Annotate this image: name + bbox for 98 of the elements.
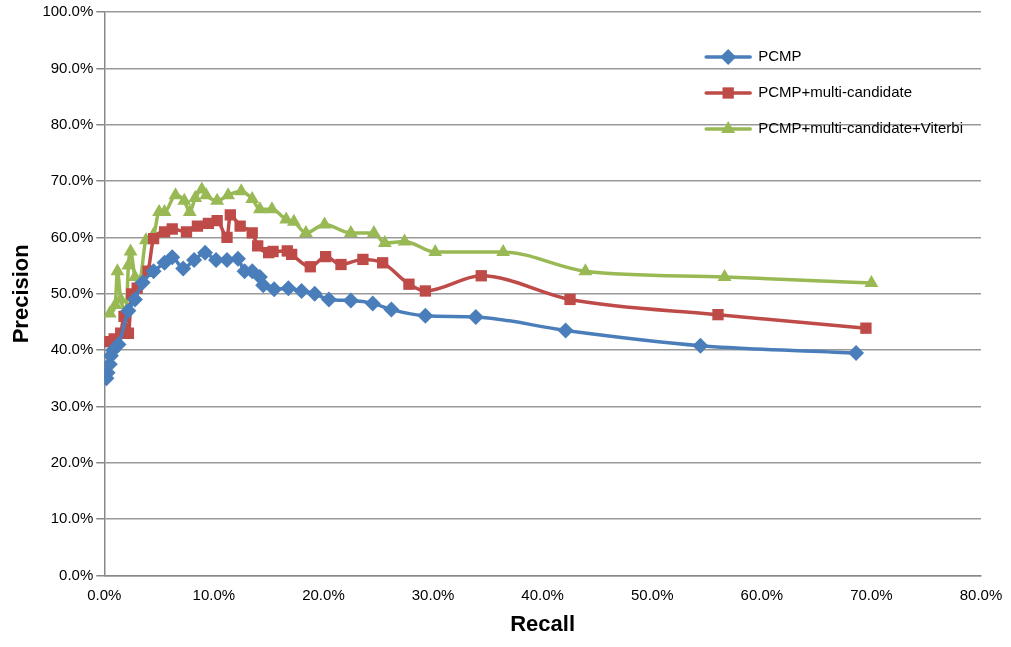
point xyxy=(120,302,137,319)
point xyxy=(557,322,574,339)
point xyxy=(145,263,162,280)
point xyxy=(298,224,313,237)
point xyxy=(104,305,117,318)
y-tick-label: 80.0% xyxy=(50,114,94,132)
point xyxy=(168,187,183,200)
point xyxy=(134,274,151,291)
point xyxy=(197,244,214,261)
point xyxy=(221,231,233,244)
point xyxy=(717,268,732,281)
point xyxy=(166,223,178,235)
point xyxy=(578,263,593,276)
point xyxy=(864,275,879,288)
point xyxy=(342,292,359,309)
point xyxy=(366,224,381,237)
point xyxy=(419,285,432,297)
point xyxy=(267,245,279,258)
point xyxy=(712,309,724,321)
point xyxy=(467,308,484,325)
point xyxy=(246,227,258,239)
legend-label: PCMP+multi-candidate xyxy=(758,83,913,101)
point xyxy=(496,244,511,257)
point xyxy=(860,322,872,334)
point xyxy=(564,293,576,306)
point xyxy=(126,291,143,308)
point xyxy=(255,277,272,294)
point xyxy=(147,232,160,245)
point xyxy=(286,248,298,261)
point xyxy=(199,187,214,200)
point xyxy=(848,344,865,361)
point xyxy=(210,192,225,205)
y-tick-label: 50.0% xyxy=(50,283,94,301)
point xyxy=(121,257,136,270)
point xyxy=(252,240,264,252)
y-tick-label: 40.0% xyxy=(50,340,94,358)
point xyxy=(252,201,267,214)
point xyxy=(182,204,197,217)
legend-label: PCMP xyxy=(758,47,802,65)
point xyxy=(110,336,127,353)
x-tick-label: 60.0% xyxy=(740,585,784,603)
point xyxy=(475,270,487,282)
point xyxy=(397,233,412,246)
point xyxy=(403,278,415,290)
point xyxy=(180,226,193,238)
point xyxy=(234,183,249,196)
point xyxy=(417,307,434,324)
point xyxy=(177,192,192,205)
x-tick-label: 0.0% xyxy=(87,585,122,603)
point xyxy=(188,189,203,202)
point xyxy=(286,213,301,226)
point xyxy=(164,249,181,266)
point xyxy=(186,251,203,268)
point xyxy=(320,291,337,308)
x-tick-label: 80.0% xyxy=(959,585,1003,603)
y-tick-label: 60.0% xyxy=(50,227,94,245)
point xyxy=(266,281,283,298)
point xyxy=(123,243,138,256)
point xyxy=(383,301,400,318)
point xyxy=(224,209,236,221)
x-axis-title: Recall xyxy=(510,610,576,636)
point xyxy=(428,244,443,257)
point xyxy=(175,260,192,277)
y-tick-label: 100.0% xyxy=(42,2,94,20)
y-tick-label: 0.0% xyxy=(59,565,94,583)
point xyxy=(245,191,260,204)
point xyxy=(319,250,332,263)
point xyxy=(221,187,236,200)
point xyxy=(343,224,358,237)
y-tick-label: 30.0% xyxy=(50,396,94,414)
x-tick-label: 70.0% xyxy=(850,585,893,603)
point xyxy=(211,214,223,227)
point xyxy=(376,257,389,269)
point xyxy=(265,201,279,214)
x-tick-label: 50.0% xyxy=(630,585,674,603)
y-tick-label: 20.0% xyxy=(50,453,94,471)
point xyxy=(357,253,369,266)
x-tick-label: 20.0% xyxy=(302,585,345,603)
x-tick-label: 10.0% xyxy=(192,585,236,603)
x-tick-label: 30.0% xyxy=(411,585,455,603)
x-tick-label: 40.0% xyxy=(521,585,564,603)
point xyxy=(306,285,323,302)
point xyxy=(280,280,297,297)
point xyxy=(335,258,347,271)
point xyxy=(692,337,709,354)
y-axis-title: Precision xyxy=(8,244,34,344)
point xyxy=(293,282,310,299)
point xyxy=(234,220,246,232)
point xyxy=(304,261,316,273)
legend-label: PCMP+multi-candidate+Viterbi xyxy=(758,119,964,137)
point xyxy=(191,220,204,232)
point xyxy=(377,235,392,248)
y-tick-label: 70.0% xyxy=(50,171,94,189)
point xyxy=(364,295,381,312)
point xyxy=(110,263,125,276)
point xyxy=(317,216,332,229)
y-tick-label: 10.0% xyxy=(50,509,94,527)
y-tick-label: 90.0% xyxy=(50,58,94,76)
